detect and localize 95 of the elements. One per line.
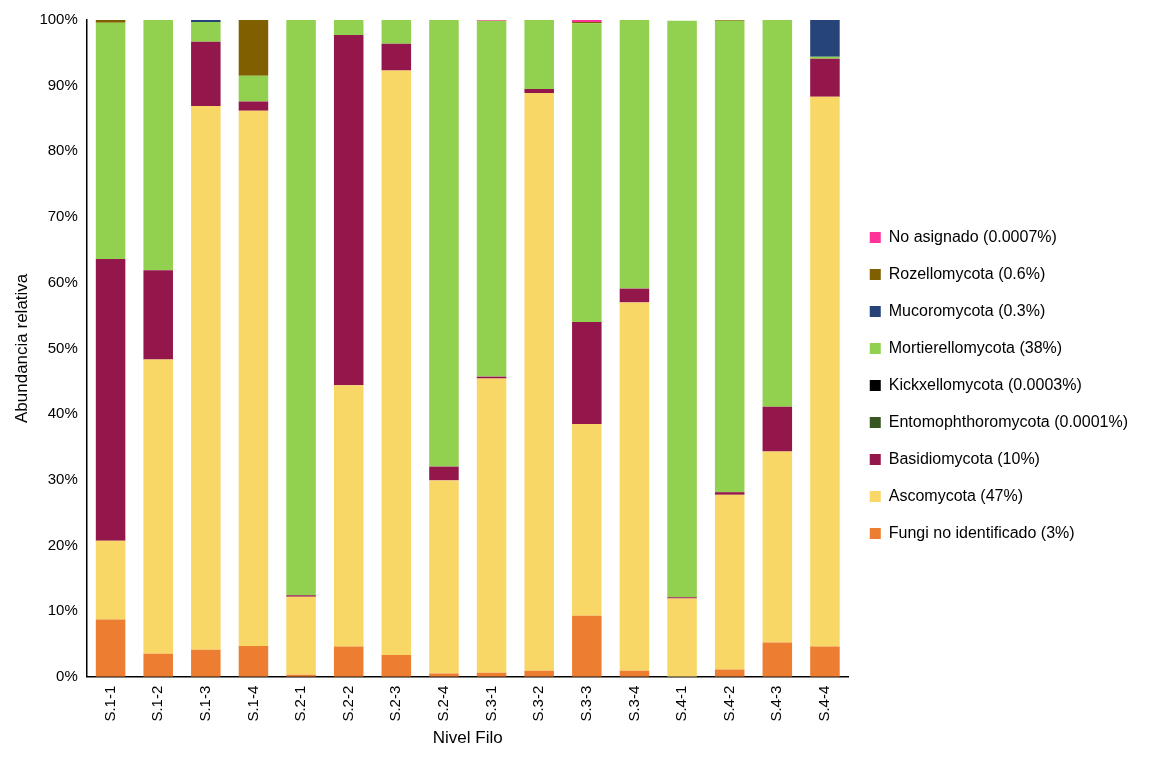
bar bbox=[572, 322, 602, 424]
bar bbox=[191, 41, 221, 107]
bar bbox=[143, 20, 173, 271]
bar bbox=[333, 20, 364, 36]
bar bbox=[238, 75, 269, 102]
bar bbox=[381, 70, 412, 656]
x-tick-label: S.1-1 bbox=[100, 685, 118, 722]
x-tick-label: S.3-3 bbox=[576, 685, 594, 722]
bar bbox=[238, 110, 269, 646]
x-tick-label: S.2-4 bbox=[434, 685, 452, 722]
bar bbox=[429, 480, 459, 674]
bar bbox=[524, 92, 554, 671]
bar bbox=[143, 270, 173, 360]
bar bbox=[524, 88, 554, 93]
y-tick-label: 80% bbox=[47, 141, 78, 159]
bar bbox=[429, 673, 459, 677]
bar bbox=[286, 20, 316, 596]
x-tick-label: S.1-3 bbox=[195, 685, 213, 722]
bar bbox=[429, 20, 459, 467]
bar bbox=[95, 259, 126, 541]
legend-label: Basidiomycota (10%) bbox=[888, 449, 1040, 467]
bar bbox=[572, 615, 602, 677]
legend-label: Ascomycota (47%) bbox=[888, 486, 1024, 504]
bar bbox=[762, 451, 793, 643]
x-tick-label: S.3-2 bbox=[529, 685, 547, 722]
bar bbox=[286, 596, 316, 675]
bar bbox=[762, 406, 793, 452]
legend-label: No asignado (0.0007%) bbox=[888, 227, 1057, 245]
bar bbox=[762, 642, 793, 677]
bar bbox=[191, 649, 221, 677]
bar bbox=[191, 21, 221, 42]
y-tick-label: 0% bbox=[56, 666, 78, 684]
bar bbox=[95, 22, 126, 260]
bar bbox=[95, 20, 126, 23]
bar bbox=[476, 20, 507, 377]
x-tick-label: S.2-1 bbox=[291, 685, 309, 722]
bar bbox=[524, 20, 554, 89]
bar bbox=[619, 302, 650, 671]
y-tick-label: 50% bbox=[47, 338, 78, 356]
bar bbox=[714, 492, 745, 495]
x-tick-label: S.3-1 bbox=[481, 685, 499, 722]
legend-label: Mortierellomycota (38%) bbox=[888, 338, 1063, 356]
x-tick-label: S.1-2 bbox=[148, 685, 166, 722]
bar bbox=[810, 96, 840, 647]
x-tick-label: S.4-2 bbox=[719, 685, 737, 722]
bar bbox=[333, 646, 364, 677]
legend-label: Mucoromycota (0.3%) bbox=[888, 301, 1046, 319]
x-tick-label: S.4-1 bbox=[672, 685, 690, 722]
bar bbox=[238, 645, 269, 677]
y-axis-title: Abundancia relativa bbox=[11, 273, 31, 424]
bar bbox=[810, 58, 840, 97]
x-tick-label: S.2-3 bbox=[386, 685, 404, 722]
bar bbox=[762, 20, 793, 407]
bar bbox=[333, 35, 364, 386]
bar bbox=[333, 385, 364, 647]
bar bbox=[619, 20, 650, 289]
y-tick-label: 10% bbox=[47, 601, 78, 619]
x-tick-label: S.4-3 bbox=[767, 685, 785, 722]
bar bbox=[810, 20, 840, 57]
y-tick-label: 70% bbox=[47, 207, 78, 225]
x-tick-label: S.2-2 bbox=[338, 685, 356, 722]
x-tick-label: S.1-4 bbox=[243, 685, 261, 722]
legend-label: Kickxellomycota (0.0003%) bbox=[888, 375, 1082, 393]
bar bbox=[572, 23, 602, 323]
bar bbox=[476, 378, 507, 673]
y-tick-label: 30% bbox=[47, 469, 78, 487]
bar bbox=[714, 494, 745, 670]
legend-label: Rozellomycota (0.6%) bbox=[888, 264, 1046, 282]
y-tick-label: 90% bbox=[47, 75, 78, 93]
x-axis-title: Nivel Filo bbox=[432, 728, 503, 748]
x-tick-label: S.4-4 bbox=[815, 685, 833, 722]
y-tick-label: 40% bbox=[47, 404, 78, 422]
bar bbox=[238, 101, 269, 111]
bar bbox=[95, 619, 126, 677]
y-tick-label: 20% bbox=[47, 535, 78, 553]
legend-label: Fungi no identificado (3%) bbox=[888, 523, 1075, 541]
y-tick-label: 100% bbox=[39, 10, 78, 28]
bar bbox=[381, 20, 412, 44]
x-tick-label: S.3-4 bbox=[624, 685, 642, 722]
bar bbox=[143, 359, 173, 654]
bar bbox=[572, 423, 602, 616]
bar bbox=[714, 20, 745, 493]
bar bbox=[95, 540, 126, 620]
bar bbox=[810, 646, 840, 677]
bar bbox=[667, 20, 697, 598]
bar bbox=[667, 598, 697, 677]
bar bbox=[429, 466, 459, 481]
bar bbox=[381, 655, 412, 677]
bar bbox=[191, 106, 221, 650]
bar bbox=[143, 653, 173, 677]
legend-label: Entomophthoromycota (0.0001%) bbox=[888, 412, 1129, 430]
bar bbox=[381, 43, 412, 71]
bar bbox=[619, 288, 650, 303]
y-tick-label: 60% bbox=[47, 272, 78, 290]
bar bbox=[238, 20, 269, 76]
